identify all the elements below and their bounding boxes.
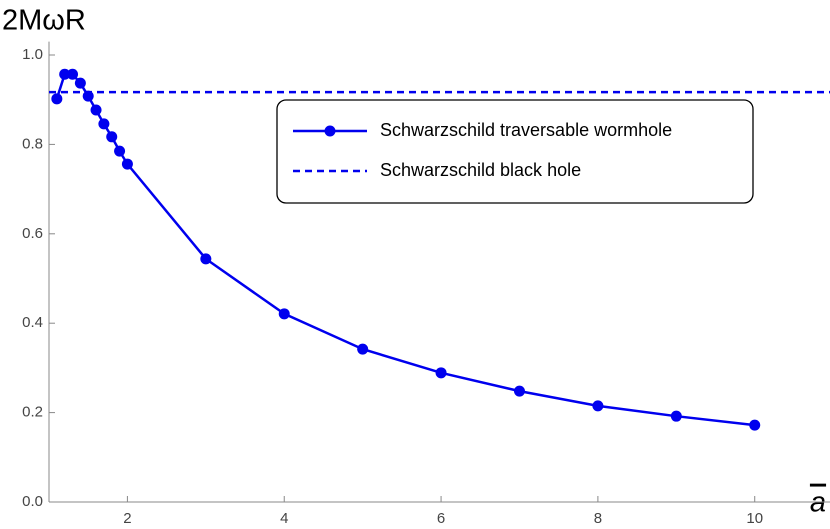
legend-marker: [324, 125, 336, 137]
data-point: [592, 400, 604, 412]
legend-box: [276, 99, 754, 204]
x-tick-label: 6: [437, 510, 445, 527]
x-tick-label: 8: [594, 510, 602, 527]
data-point: [51, 93, 63, 105]
y-tick-label: 0.2: [22, 404, 43, 421]
data-point: [435, 367, 447, 379]
data-point: [59, 68, 71, 80]
y-tick-label: 0.8: [22, 135, 43, 152]
data-point: [74, 77, 86, 89]
data-point: [98, 118, 110, 130]
legend-label: Schwarzschild black hole: [380, 160, 581, 180]
x-tick-label: 10: [746, 510, 763, 527]
data-point: [513, 385, 525, 397]
data-point: [90, 104, 102, 116]
y-tick-label: 0.4: [22, 314, 43, 331]
data-point: [67, 68, 79, 80]
data-point: [121, 158, 133, 170]
data-point: [82, 90, 94, 102]
data-point: [749, 419, 761, 431]
x-tick-label: 2: [123, 510, 131, 527]
legend-label: Schwarzschild traversable wormhole: [380, 120, 672, 140]
y-tick-label: 1.0: [22, 46, 43, 63]
data-point: [106, 131, 118, 143]
data-point: [357, 343, 369, 355]
x-tick-label: 4: [280, 510, 288, 527]
y-tick-label: 0.0: [22, 493, 43, 510]
data-point: [200, 253, 212, 265]
y-tick-label: 0.6: [22, 225, 43, 242]
y-axis-label: 2MωR: [2, 5, 86, 37]
data-point: [670, 410, 682, 422]
data-point: [114, 145, 126, 157]
x-axis-label: a: [810, 487, 826, 519]
data-point: [278, 308, 290, 320]
